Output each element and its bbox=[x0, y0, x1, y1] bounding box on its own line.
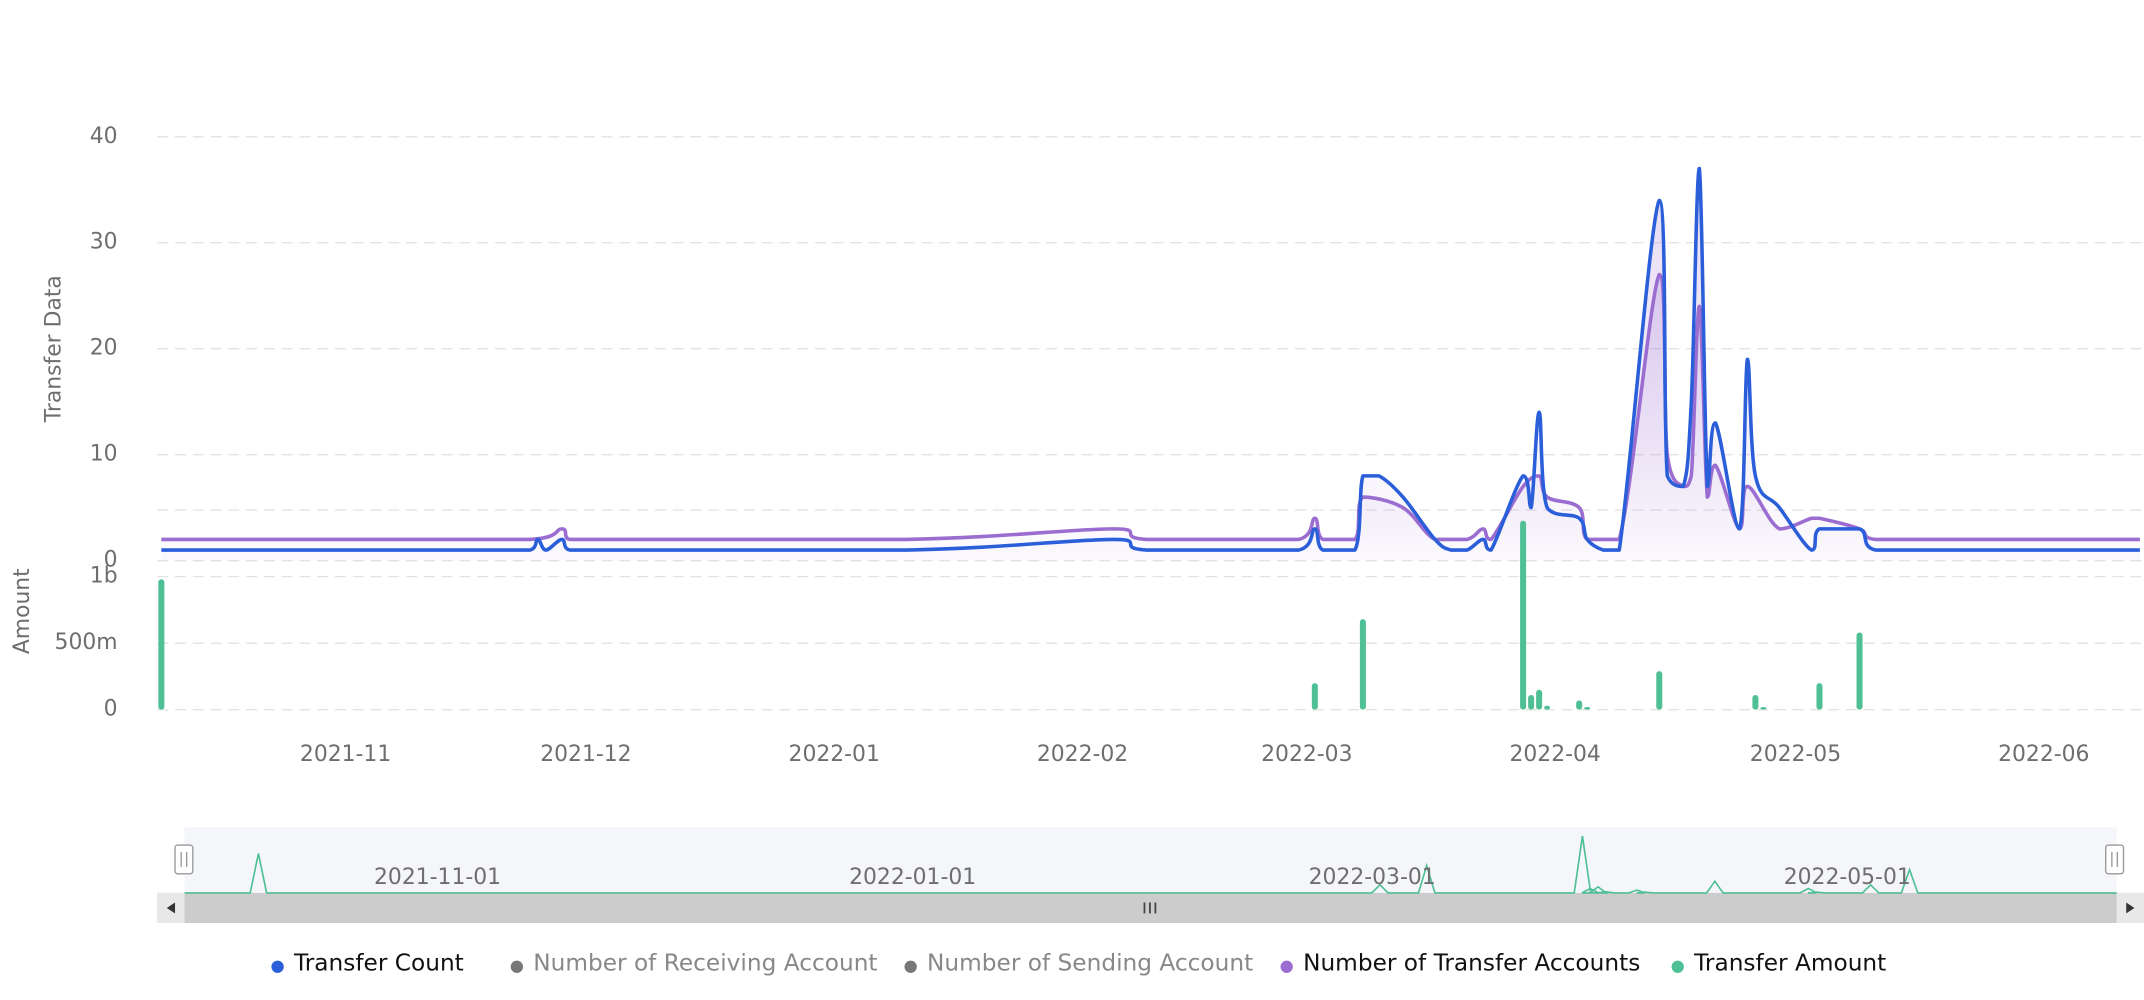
x-tick-label: 2021-11 bbox=[300, 742, 391, 767]
legend-label: Number of Transfer Accounts bbox=[1303, 950, 1640, 977]
arrow-icon bbox=[166, 902, 176, 914]
legend-item[interactable]: Transfer Count bbox=[271, 950, 464, 977]
bar bbox=[1544, 705, 1551, 710]
bar bbox=[1752, 695, 1759, 710]
x-tick-label: 2022-01 bbox=[789, 742, 880, 767]
y-tick-label: 1b bbox=[90, 564, 118, 589]
x-tick-label: 2021-12 bbox=[540, 742, 631, 767]
x-tick-label: 2022-06 bbox=[1998, 742, 2089, 767]
bar bbox=[1816, 683, 1823, 710]
y-tick-label: 0 bbox=[104, 548, 118, 573]
bar bbox=[1656, 671, 1663, 710]
legend-item[interactable]: Number of Sending Account bbox=[904, 950, 1254, 977]
bar bbox=[1536, 689, 1543, 710]
legend-label: Number of Sending Account bbox=[927, 950, 1253, 977]
zoom-label: 2021-11-01 bbox=[374, 865, 501, 890]
y-tick-label: 40 bbox=[90, 124, 118, 149]
zoom-window[interactable] bbox=[184, 827, 2117, 893]
legend-label: Number of Receiving Account bbox=[533, 950, 877, 977]
y-tick-label: 20 bbox=[90, 336, 118, 361]
zoom-label: 2022-05-01 bbox=[1784, 865, 1911, 890]
y-tick-label: 500m bbox=[55, 630, 118, 655]
series-line bbox=[161, 272, 2140, 542]
legend-label: Transfer Count bbox=[293, 950, 464, 977]
zoom-label: 2022-01-01 bbox=[849, 865, 976, 890]
x-tick-label: 2022-04 bbox=[1509, 742, 1600, 767]
bar bbox=[1856, 632, 1863, 710]
y-tick-label: 30 bbox=[90, 230, 118, 255]
legend-item[interactable]: Number of Transfer Accounts bbox=[1280, 950, 1641, 977]
series-area bbox=[161, 168, 2140, 561]
zoom-handle-right[interactable] bbox=[2105, 844, 2125, 875]
series-area bbox=[161, 274, 2140, 561]
y-tick-label: 0 bbox=[104, 697, 118, 722]
bar bbox=[158, 579, 165, 710]
y-tick-label: 10 bbox=[90, 442, 118, 467]
zoom-grip[interactable] bbox=[1143, 902, 1157, 914]
legend-swatch bbox=[271, 960, 284, 973]
zoom-preview bbox=[184, 835, 2117, 894]
legend-item[interactable]: Transfer Amount bbox=[1671, 950, 1887, 977]
zoom-label: 2022-03-01 bbox=[1309, 865, 1436, 890]
legend-item[interactable]: Number of Receiving Account bbox=[510, 950, 878, 977]
x-tick-label: 2022-03 bbox=[1261, 742, 1352, 767]
legend-swatch bbox=[1671, 960, 1684, 973]
legend-swatch bbox=[1280, 960, 1293, 973]
handle-grip bbox=[2111, 851, 2119, 867]
bar bbox=[1576, 700, 1583, 710]
bar bbox=[1528, 695, 1535, 710]
bar bbox=[1760, 707, 1767, 710]
legend-label: Transfer Amount bbox=[1693, 950, 1886, 977]
zoom-handle-left[interactable] bbox=[174, 844, 194, 875]
bar bbox=[1520, 520, 1527, 710]
arrow-icon bbox=[2126, 902, 2135, 914]
legend-swatch bbox=[510, 960, 524, 973]
series-line bbox=[161, 166, 2140, 552]
bar bbox=[1311, 683, 1318, 710]
handle-grip bbox=[180, 851, 188, 867]
legend-swatch bbox=[904, 960, 917, 973]
bar bbox=[1584, 707, 1591, 710]
x-tick-label: 2022-05 bbox=[1750, 742, 1841, 767]
x-tick-label: 2022-02 bbox=[1037, 742, 1128, 767]
bar bbox=[1359, 619, 1366, 710]
y-axis-label: Amount bbox=[10, 568, 35, 654]
y-axis-label: Transfer Data bbox=[42, 275, 67, 423]
